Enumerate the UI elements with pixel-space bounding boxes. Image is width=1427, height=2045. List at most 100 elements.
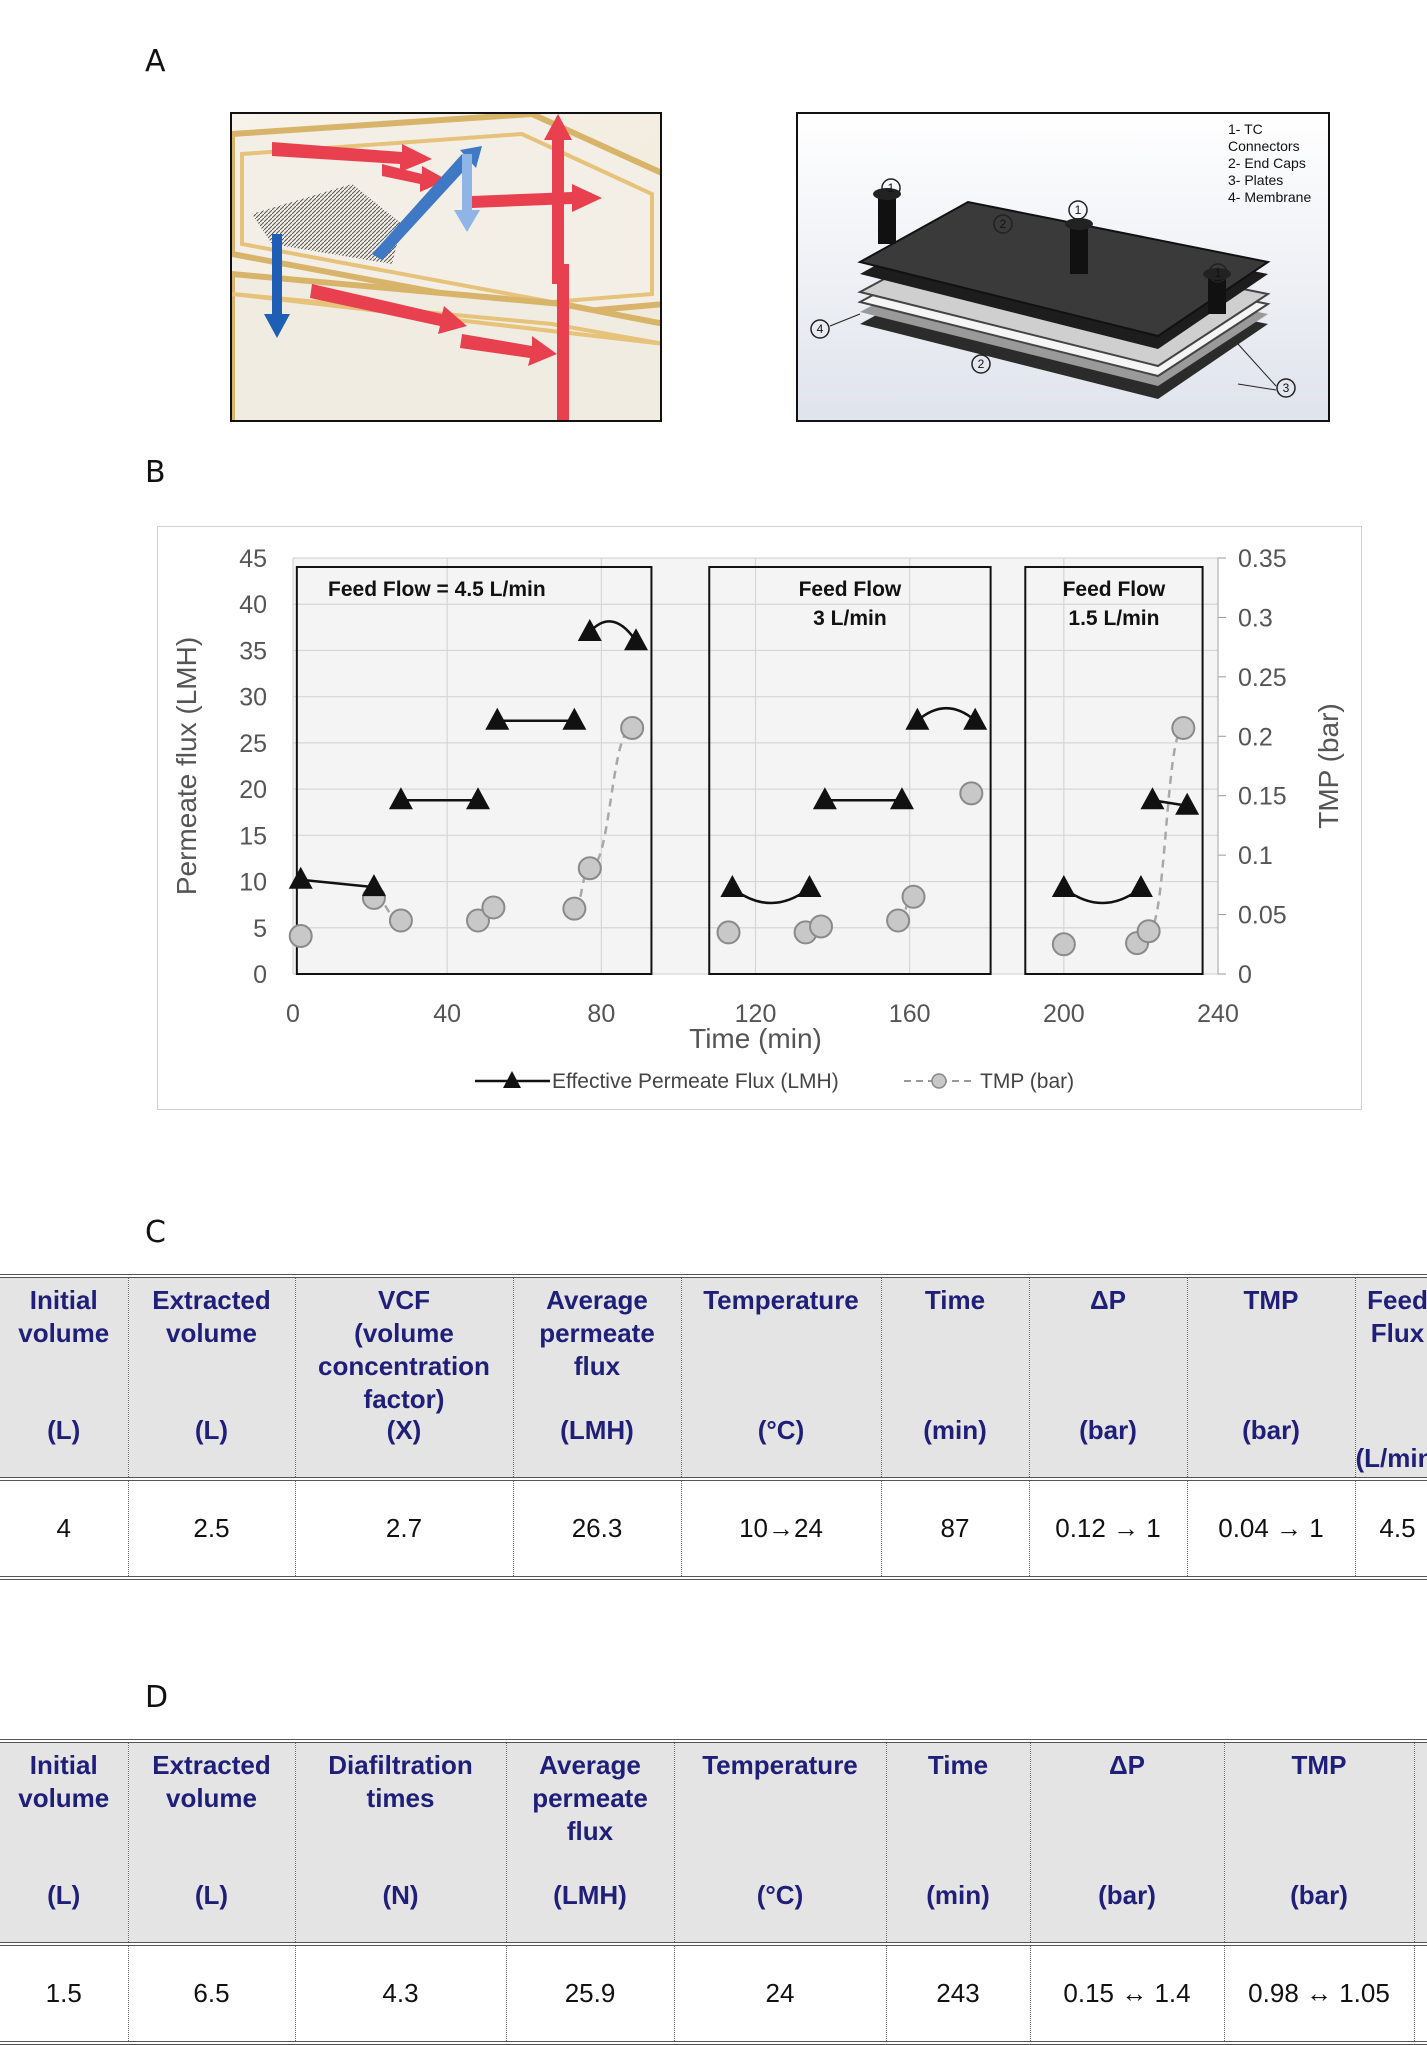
column-header-line: volume bbox=[4, 1782, 124, 1815]
flow-region-label: 3 L/min bbox=[813, 607, 887, 630]
column-header-line: Diafiltration bbox=[300, 1749, 502, 1782]
callout-connector-2: 1 bbox=[1075, 203, 1082, 217]
flow-region-label: Feed Flow = 4.5 L/min bbox=[328, 578, 546, 601]
panel-label-b: B bbox=[145, 455, 166, 490]
x-tick-label: 200 bbox=[1043, 1000, 1085, 1028]
y-tick-label: 30 bbox=[239, 684, 267, 712]
column-header-line: ΔP bbox=[1034, 1284, 1183, 1317]
column-header-line: ΔP bbox=[1035, 1749, 1220, 1782]
column-header: Temperature(°C) bbox=[681, 1276, 881, 1479]
column-unit: (°C) bbox=[675, 1879, 886, 1912]
y2-tick-label: 0.25 bbox=[1238, 664, 1287, 692]
column-unit: (min) bbox=[882, 1414, 1029, 1447]
tmp-point bbox=[1172, 717, 1194, 739]
tmp-point bbox=[579, 857, 601, 879]
column-header-line: Average bbox=[511, 1749, 670, 1782]
callout-connector-1: 1 bbox=[888, 181, 895, 195]
column-header-line: Time bbox=[891, 1749, 1026, 1782]
panel-label-d: D bbox=[145, 1680, 168, 1715]
table-cell: 4.3 bbox=[295, 1944, 506, 2043]
legend-tmp-marker bbox=[932, 1074, 946, 1088]
column-header-line: volume bbox=[133, 1317, 291, 1350]
column-unit: (L) bbox=[0, 1879, 128, 1912]
callout-membrane: 4 bbox=[817, 322, 824, 336]
column-header-line: flux bbox=[518, 1350, 677, 1383]
tmp-point bbox=[718, 921, 740, 943]
column-header-line: Initial bbox=[4, 1749, 124, 1782]
column-unit: (X) bbox=[296, 1414, 513, 1447]
y2-tick-label: 0.35 bbox=[1238, 545, 1287, 573]
y2-tick-label: 0.05 bbox=[1238, 902, 1287, 930]
column-header-line: Average bbox=[518, 1284, 677, 1317]
column-unit: (bar) bbox=[1188, 1414, 1355, 1447]
column-unit: (N) bbox=[296, 1879, 506, 1912]
tmp-point bbox=[290, 925, 312, 947]
column-header-line: Temperature bbox=[679, 1749, 882, 1782]
column-unit: (LMH) bbox=[514, 1414, 681, 1447]
tmp-point bbox=[903, 886, 925, 908]
column-header-line: (volume bbox=[300, 1317, 509, 1350]
flow-region-label: Feed Flow bbox=[1063, 578, 1166, 601]
column-header-line: factor) bbox=[300, 1383, 509, 1416]
table-cell: 2.5 bbox=[128, 1479, 295, 1578]
y-tick-label: 15 bbox=[239, 822, 267, 850]
holder-legend-line-2: Connectors bbox=[1228, 138, 1300, 154]
column-header-line: times bbox=[300, 1782, 502, 1815]
column-unit: (bar) bbox=[1030, 1414, 1187, 1447]
table-cell: 24 bbox=[674, 1944, 886, 2043]
tmp-point bbox=[810, 915, 832, 937]
table-cell: 0.04 → 1 bbox=[1187, 1479, 1355, 1578]
column-header-line: flux bbox=[511, 1815, 670, 1848]
column-header-line: Extracted bbox=[133, 1284, 291, 1317]
table-cell: 10→24 bbox=[681, 1479, 881, 1578]
column-header-line: VCF bbox=[300, 1284, 509, 1317]
column-header-line: volume bbox=[133, 1782, 291, 1815]
holder-legend-line-4: 3- Plates bbox=[1228, 172, 1283, 188]
panel-label-c: C bbox=[145, 1215, 166, 1250]
column-header: Temperature (°C) bbox=[674, 1741, 886, 1944]
column-unit: (bar) bbox=[1031, 1879, 1224, 1912]
tmp-point bbox=[960, 782, 982, 804]
y2-axis-title: TMP (bar) bbox=[1313, 703, 1344, 829]
column-header bbox=[1414, 1741, 1427, 1944]
column-header-line: Flux bbox=[1360, 1317, 1427, 1350]
y2-tick-label: 0.2 bbox=[1238, 723, 1273, 751]
table-cell: 87 bbox=[881, 1479, 1029, 1578]
table-cell: 6.5 bbox=[128, 1944, 295, 2043]
cassette-holder-drawing: 1 1 1 2 2 3 4 1- TC Connectors 2- End Ca… bbox=[798, 114, 1330, 422]
flow-region-label: Feed Flow bbox=[799, 578, 902, 601]
legend-tmp-label: TMP (bar) bbox=[980, 1070, 1074, 1093]
column-unit: (bar) bbox=[1225, 1879, 1414, 1912]
y-tick-label: 25 bbox=[239, 730, 267, 758]
column-header-line: Time bbox=[886, 1284, 1025, 1317]
x-tick-label: 80 bbox=[587, 1000, 615, 1028]
table-cell: 1.5 bbox=[0, 1944, 128, 2043]
tmp-point bbox=[482, 896, 504, 918]
x-tick-label: 240 bbox=[1197, 1000, 1239, 1028]
table-cell: 4 bbox=[0, 1479, 128, 1578]
holder-legend-line-1: 1- TC bbox=[1228, 121, 1263, 137]
column-header-line: TMP bbox=[1229, 1749, 1410, 1782]
table-cell: 243 bbox=[886, 1944, 1030, 2043]
flow-region-label: 1.5 L/min bbox=[1068, 607, 1159, 630]
column-header-line: permeate bbox=[511, 1782, 670, 1815]
tmp-point bbox=[1138, 920, 1160, 942]
column-header: TMP (bar) bbox=[1224, 1741, 1414, 1944]
table-cell: 0.98 ↔ 1.05 bbox=[1224, 1944, 1414, 2043]
table-cell: 0.12 → 1 bbox=[1029, 1479, 1187, 1578]
callout-connector-3: 1 bbox=[1215, 266, 1222, 280]
tmp-point bbox=[1053, 933, 1075, 955]
y-tick-label: 40 bbox=[239, 591, 267, 619]
column-header-line: Temperature bbox=[686, 1284, 877, 1317]
column-header-line: permeate bbox=[518, 1317, 677, 1350]
column-header: ΔP (bar) bbox=[1029, 1276, 1187, 1479]
x-tick-label: 160 bbox=[889, 1000, 931, 1028]
tmp-point bbox=[887, 910, 909, 932]
